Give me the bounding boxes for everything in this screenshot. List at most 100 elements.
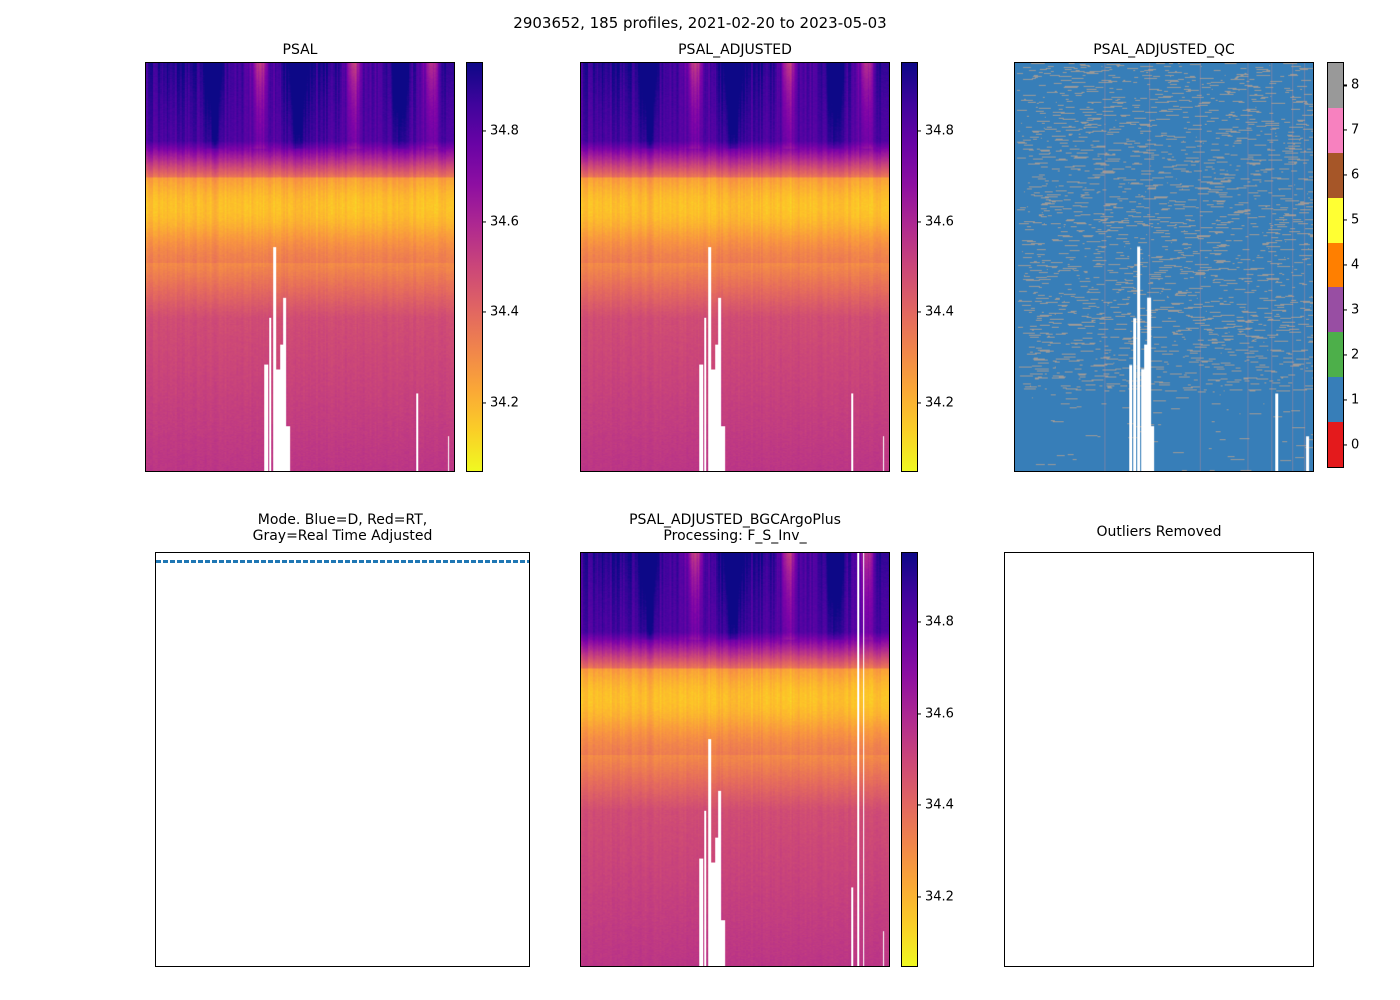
panel-psal-adjusted-qc-title: PSAL_ADJUSTED_QC [1093,42,1235,58]
y-tick-label: 0 [580,62,581,71]
psal-colorbar-gradient [467,63,482,471]
y-tick-label: 250 [1014,107,1015,122]
panel-psal-adjusted-qc: PSAL_ADJUSTED_QC 0 250 500 750 1000 1250 1500 1… [1014,42,1314,472]
x-tick-mark [197,471,198,472]
y-tick-label: 250 [580,597,581,612]
panel-psal-adjusted-axes: 0 250 500 750 1000 1250 1500 1750 2021.5 2022.0 20… [580,62,890,472]
x-tick-label: 2023.0 [819,471,865,472]
x-tick-label: 2023.0 [384,471,430,472]
panel-psal: PSAL 0 250 500 750 1000 1250 1500 1750 2021.5 202… [145,42,455,472]
qc-colorbar-tick-mark [1343,84,1347,86]
y-tick-label: 1000 [580,752,581,767]
qc-colorbar-tick-mark [1343,129,1347,131]
colorbar-tick-mark [917,402,921,404]
y-tick-label: 500 [145,158,146,173]
x-tick-mark [841,966,842,967]
y-tick-label: 1750 [1014,413,1015,428]
y-tick-label: 750 [1014,209,1015,224]
y-tick-label: 750 [1004,700,1005,715]
x-tick-mark [1267,471,1268,472]
x-tick-mark [702,471,703,472]
x-tick-mark [1199,471,1200,472]
colorbar-tick-mark [482,221,486,223]
y-tick-label: 1250 [580,311,581,326]
bgcargoplus-colorbar-gradient [902,553,917,966]
y-tick-label: 500 [1004,649,1005,664]
x-tick-label: 2021.5 [610,471,656,472]
x-tick-mark [406,471,407,472]
x-tick-label: 2021.5 [196,966,242,967]
colorbar-tick-label: 34.4 [490,304,519,320]
y-tick-label: 1750 [1004,907,1005,922]
x-tick-label: 2023.0 [449,966,495,967]
x-tick-label: 2022.5 [1173,966,1219,967]
qc-colorbar-tick-label: 1 [1351,392,1360,408]
x-tick-mark [302,966,303,967]
qc-color-band [1328,377,1343,423]
x-tick-mark [841,471,842,472]
y-tick-label: 1500 [580,362,581,377]
qc-colorbar-tick-label: 0 [1351,437,1360,453]
x-tick-label: 2022.5 [749,966,795,967]
mode-y-tick-label: Real Time Adjusted [155,752,156,767]
qc-colorbar-tick-mark [1343,264,1347,266]
panel-bgcargoplus-axes: 0 250 500 750 1000 1250 1500 1750 2021.5 2022.0 20… [580,552,890,967]
x-tick-mark [336,471,337,472]
y-tick-label: 1000 [145,260,146,275]
qc-colorbar-tick-mark [1343,174,1347,176]
colorbar-tick-label: 34.6 [490,214,519,230]
x-tick-label: 2022.5 [749,471,795,472]
panel-mode-axes: Delayed Mode Real Time Adjusted Real Time 2… [155,552,530,967]
colorbar-tick-mark [482,402,486,404]
x-tick-mark [267,471,268,472]
bgcargoplus-heatmap [581,553,889,966]
y-tick-label: 1500 [1014,362,1015,377]
qc-colorbar-tick-label: 8 [1351,77,1360,93]
psal-adjusted-heatmap [581,63,889,471]
y-tick-label: 1500 [1004,855,1005,870]
panel-psal-adjusted-title: PSAL_ADJUSTED [678,42,792,58]
panel-psal-axes: 0 250 500 750 1000 1250 1500 1750 2021.5 2022.0 20… [145,62,455,472]
colorbar-tick-label: 34.6 [925,706,954,722]
qc-colorbar-tick-label: 2 [1351,347,1360,363]
qc-colorbar-tick-label: 4 [1351,257,1360,273]
x-tick-label: 2022.5 [364,966,410,967]
y-tick-label: 1750 [580,907,581,922]
mode-y-tick-label: Delayed Mode [155,554,156,569]
x-tick-label: 2022.0 [1110,471,1156,472]
panel-bgcargoplus: PSAL_ADJUSTED_BGCArgoPlus Processing: F_… [580,512,890,967]
panel-mode-title: Mode. Blue=D, Red=RT, Gray=Real Time Adj… [252,512,433,544]
y-tick-label: 0 [1004,552,1005,561]
y-tick-label: 1500 [580,855,581,870]
x-tick-label: 2022.0 [244,471,290,472]
panel-psal-adjusted-qc-axes: 0 250 500 750 1000 1250 1500 1750 2021.5 2022.0 20… [1014,62,1314,472]
qc-colorbar-tick-label: 3 [1351,302,1360,318]
y-tick-label: 0 [1014,62,1015,71]
x-tick-label: 2021.5 [1042,471,1088,472]
colorbar-tick-mark [917,221,921,223]
qc-color-band [1328,242,1343,288]
y-tick-label: 250 [1004,597,1005,612]
qc-colorbar-tick-mark [1343,444,1347,446]
x-tick-mark [218,966,219,967]
colorbar-tick-mark [482,130,486,132]
y-tick-label: 1000 [1004,752,1005,767]
x-tick-label: 2023.0 [819,966,865,967]
colorbar-tick-label: 34.8 [490,123,519,139]
panel-bgcargoplus-title: PSAL_ADJUSTED_BGCArgoPlus Processing: F_… [629,512,841,544]
x-tick-label: 2021.5 [610,966,656,967]
qc-colorbar-tick-label: 7 [1351,122,1360,138]
panel-outliers: Outliers Removed 0 250 500 750 1000 1250 1500 1… [1004,512,1314,967]
y-tick-label: 500 [580,649,581,664]
qc-color-band [1328,197,1343,243]
psal-adjusted-colorbar: 34.8 34.6 34.4 34.2 [901,62,954,472]
x-tick-mark [1126,966,1127,967]
panel-psal-adjusted: PSAL_ADJUSTED 0 250 500 750 1000 1250 1500 1750… [580,42,890,472]
x-tick-label: 2022.0 [679,966,725,967]
y-tick-label: 1250 [145,311,146,326]
x-tick-mark [1056,966,1057,967]
colorbar-tick-label: 34.4 [925,797,954,813]
x-tick-mark [387,966,388,967]
colorbar-tick-label: 34.2 [925,395,954,411]
